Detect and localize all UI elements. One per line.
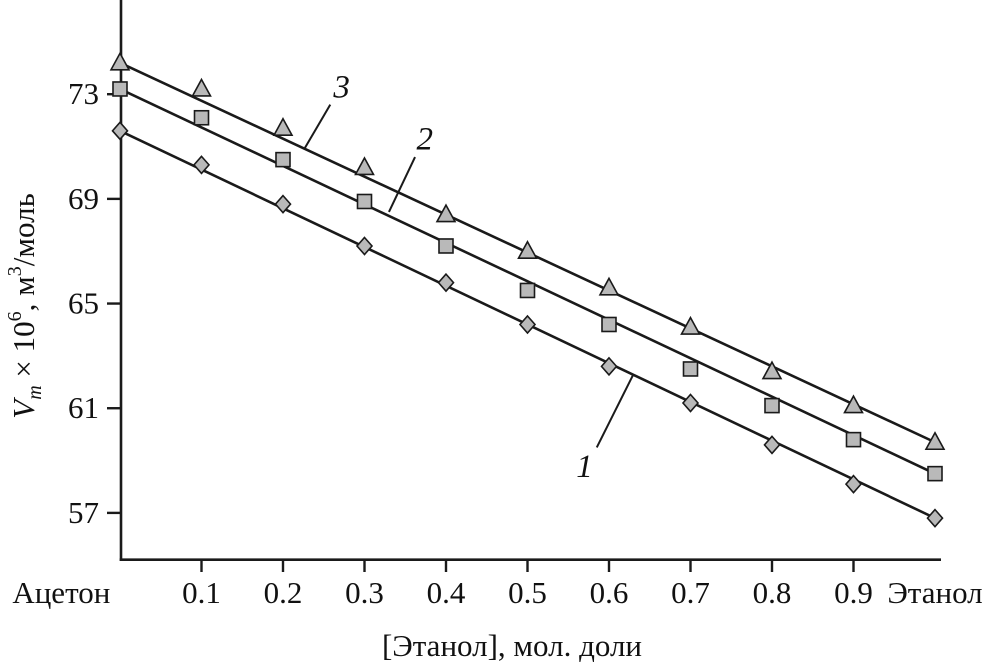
y-tick-label: 65	[68, 286, 99, 321]
marker-triangle	[761, 360, 783, 380]
curve-label-leader-2	[388, 156, 416, 213]
marker-triangle	[354, 156, 375, 176]
marker-triangle	[191, 77, 212, 97]
marker-square	[682, 361, 699, 377]
x-tick-label: 0.3	[345, 575, 384, 610]
curve-label-1: 1	[576, 449, 593, 485]
marker-triangle	[109, 51, 131, 71]
x-tick-label: Этанол	[887, 575, 982, 610]
marker-square	[275, 151, 291, 168]
x-axis-title: [Этанол], мол. доли	[382, 628, 642, 663]
y-tick-label: 73	[68, 76, 99, 111]
marker-square	[601, 316, 617, 333]
marker-diamond	[518, 314, 537, 335]
marker-square	[764, 397, 780, 414]
marker-diamond	[926, 508, 944, 528]
y-tick-label: 69	[68, 181, 99, 216]
y-axis-title: Vm × 106, м3/моль	[4, 193, 46, 418]
x-tick-label: Ацетон	[12, 575, 110, 610]
curve-label-leader-1	[595, 373, 635, 448]
y-tick-label: 61	[68, 390, 99, 425]
x-tick-label: 0.1	[182, 575, 221, 610]
marker-diamond	[355, 236, 374, 256]
marker-triangle	[435, 203, 457, 223]
series-line-2	[119, 87, 936, 475]
x-tick-label: 0.2	[264, 575, 303, 610]
marker-triangle	[680, 315, 701, 335]
marker-diamond	[437, 272, 455, 293]
x-tick-label: 0.7	[671, 575, 710, 610]
x-tick-label: 0.8	[753, 575, 792, 610]
marker-triangle	[924, 431, 946, 451]
x-tick-label: 0.5	[508, 575, 547, 610]
marker-square	[356, 193, 373, 210]
marker-diamond	[192, 155, 211, 175]
marker-square	[927, 465, 943, 482]
marker-triangle	[598, 276, 620, 296]
marker-square	[845, 431, 862, 448]
marker-diamond	[600, 356, 618, 377]
marker-triangle	[517, 240, 538, 260]
curve-label-2: 2	[417, 122, 434, 158]
x-tick-label: 0.4	[427, 575, 466, 610]
x-tick-label: 0.6	[590, 575, 629, 610]
marker-square	[519, 282, 536, 299]
marker-square	[438, 238, 454, 254]
curve-label-3: 3	[332, 69, 350, 105]
marker-diamond	[844, 474, 863, 494]
marker-square	[112, 81, 128, 97]
marker-diamond	[681, 393, 700, 413]
marker-square	[193, 109, 210, 126]
marker-triangle	[843, 394, 864, 414]
marker-diamond	[111, 121, 129, 141]
y-tick-label: 57	[68, 495, 99, 530]
marker-triangle	[272, 117, 294, 137]
marker-diamond	[763, 435, 781, 455]
marker-diamond	[274, 194, 292, 214]
curve-label-leader-3	[303, 104, 332, 150]
x-tick-label: 0.9	[834, 575, 873, 610]
